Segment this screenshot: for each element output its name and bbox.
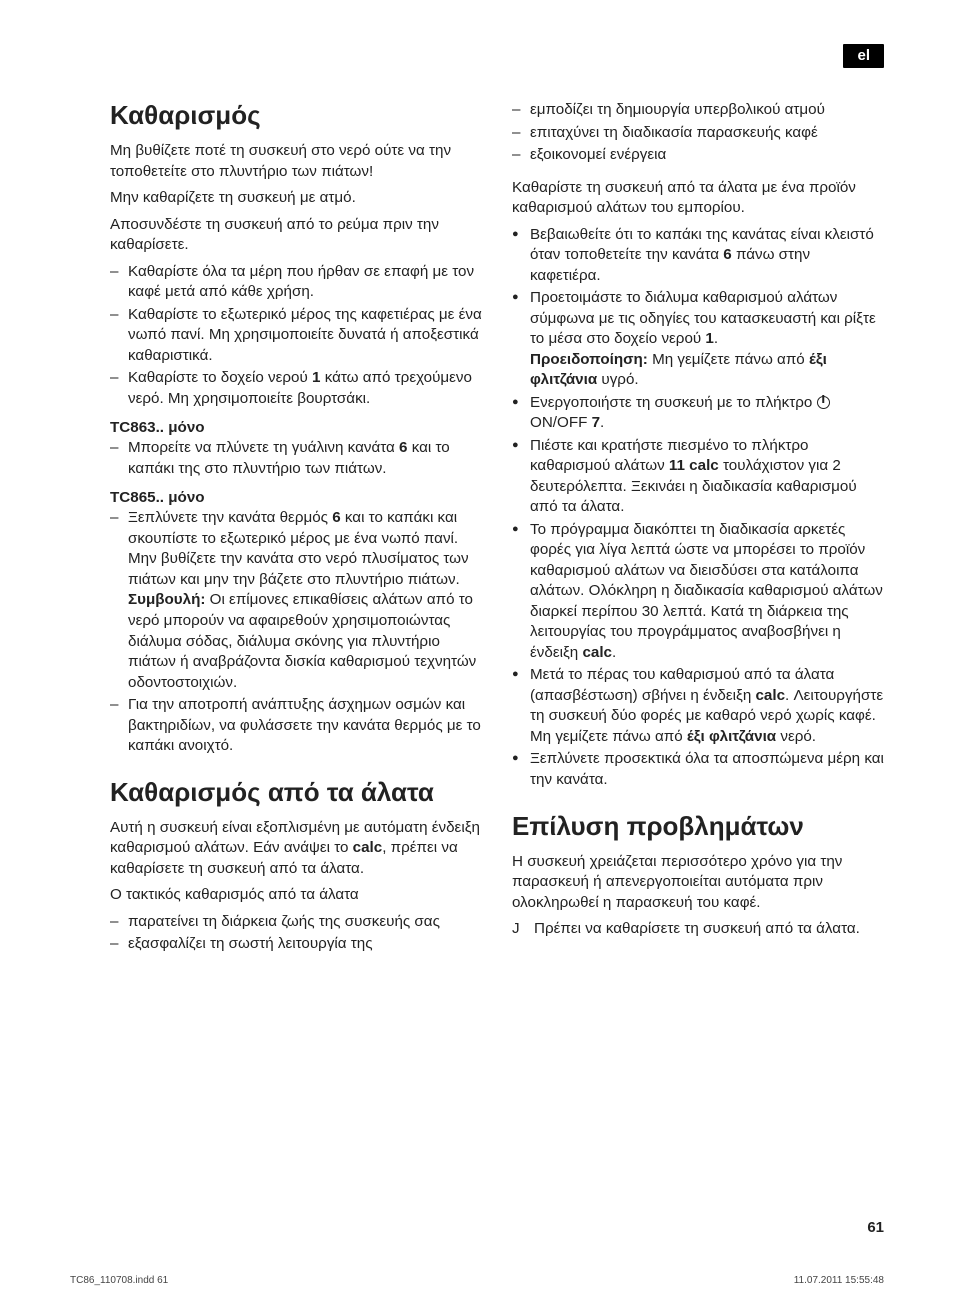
list-item: παρατείνει τη διάρκεια ζωής της συσκευής… xyxy=(110,912,482,933)
descale-p2: Ο τακτικός καθαρισμός από τα άλατα xyxy=(110,885,482,906)
clean-p3: Αποσυνδέστε τη συσκευή από το ρεύμα πριν… xyxy=(110,215,482,256)
clean-p2: Μην καθαρίζετε τη συσκευή με ατμό. xyxy=(110,188,482,209)
heading-cleaning: Καθαρισμός xyxy=(110,100,482,131)
list-item: επιταχύνει τη διαδικασία παρασκευής καφέ xyxy=(512,123,884,144)
list-item: Για την αποτροπή ανάπτυξης άσχημων οσμών… xyxy=(110,695,482,757)
list-item: Το πρόγραμμα διακόπτει τη διαδικασία αρκ… xyxy=(512,520,884,664)
list-item: Ξεπλύνετε προσεκτικά όλα τα αποσπώμενα μ… xyxy=(512,749,884,790)
list-item: Καθαρίστε όλα τα μέρη που ήρθαν σε επαφή… xyxy=(110,262,482,303)
list-item: εξοικονομεί ενέργεια xyxy=(512,145,884,166)
list-item: Καθαρίστε το δοχείο νερού 1 κάτω από τρε… xyxy=(110,368,482,409)
list-item: Καθαρίστε το εξωτερικό μέρος της καφετιέ… xyxy=(110,305,482,367)
list-item: Ενεργοποιήστε τη συσκευή με το πλήκτρο O… xyxy=(512,393,884,434)
descale-list-cont: εμποδίζει τη δημιουργία υπερβολικού ατμο… xyxy=(512,100,884,166)
right-column: εμποδίζει τη δημιουργία υπερβολικού ατμο… xyxy=(512,100,884,961)
clean-list: Καθαρίστε όλα τα μέρη που ήρθαν σε επαφή… xyxy=(110,262,482,410)
trouble-fix-item: J Πρέπει να καθαρίσετε τη συσκευή από τα… xyxy=(512,919,884,940)
language-tab: el xyxy=(843,44,884,68)
trouble-p: Η συσκευή χρειάζεται περισσότερο χρόνο γ… xyxy=(512,852,884,914)
list-item: Βεβαιωθείτε ότι το καπάκι της κανάτας εί… xyxy=(512,225,884,287)
footer-right: 11.07.2011 15:55:48 xyxy=(794,1275,884,1286)
page-number: 61 xyxy=(867,1219,884,1236)
list-item: Ξεπλύνετε την κανάτα θερμός 6 και το καπ… xyxy=(110,508,482,693)
heading-troubleshoot: Επίλυση προβλημάτων xyxy=(512,811,884,842)
list-item: Προετοιμάστε το διάλυμα καθαρισμού αλάτω… xyxy=(512,288,884,391)
left-column: Καθαρισμός Μη βυθίζετε ποτέ τη συσκευή σ… xyxy=(110,100,482,961)
trouble-fix-list: J Πρέπει να καθαρίσετε τη συσκευή από τα… xyxy=(512,919,884,940)
arrow-icon: J xyxy=(512,919,520,940)
list-item: Πιέστε και κρατήστε πιεσμένο το πλήκτρο … xyxy=(512,436,884,518)
descale-steps: Βεβαιωθείτε ότι το καπάκι της κανάτας εί… xyxy=(512,225,884,791)
descale-after: Καθαρίστε τη συσκευή από τα άλατα με ένα… xyxy=(512,178,884,219)
list-item: εξασφαλίζει τη σωστή λειτουργία της xyxy=(110,934,482,955)
descale-p1: Αυτή η συσκευή είναι εξοπλισμένη με αυτό… xyxy=(110,818,482,880)
tc863-list: Μπορείτε να πλύνετε τη γυάλινη κανάτα 6 … xyxy=(110,438,482,479)
clean-p1: Μη βυθίζετε ποτέ τη συσκευή στο νερό ούτ… xyxy=(110,141,482,182)
footer-left: TC86_110708.indd 61 xyxy=(70,1275,168,1286)
trouble-fix-text: Πρέπει να καθαρίσετε τη συσκευή από τα ά… xyxy=(534,920,860,937)
descale-list: παρατείνει τη διάρκεια ζωής της συσκευής… xyxy=(110,912,482,955)
tc865-heading: TC865.. μόνο xyxy=(110,489,482,506)
list-item: Μπορείτε να πλύνετε τη γυάλινη κανάτα 6 … xyxy=(110,438,482,479)
tc863-heading: TC863.. μόνο xyxy=(110,419,482,436)
tc865-list: Ξεπλύνετε την κανάτα θερμός 6 και το καπ… xyxy=(110,508,482,756)
list-item: Μετά το πέρας του καθαρισμού από τα άλατ… xyxy=(512,665,884,747)
heading-descale: Καθαρισμός από τα άλατα xyxy=(110,777,482,808)
list-item: εμποδίζει τη δημιουργία υπερβολικού ατμο… xyxy=(512,100,884,121)
